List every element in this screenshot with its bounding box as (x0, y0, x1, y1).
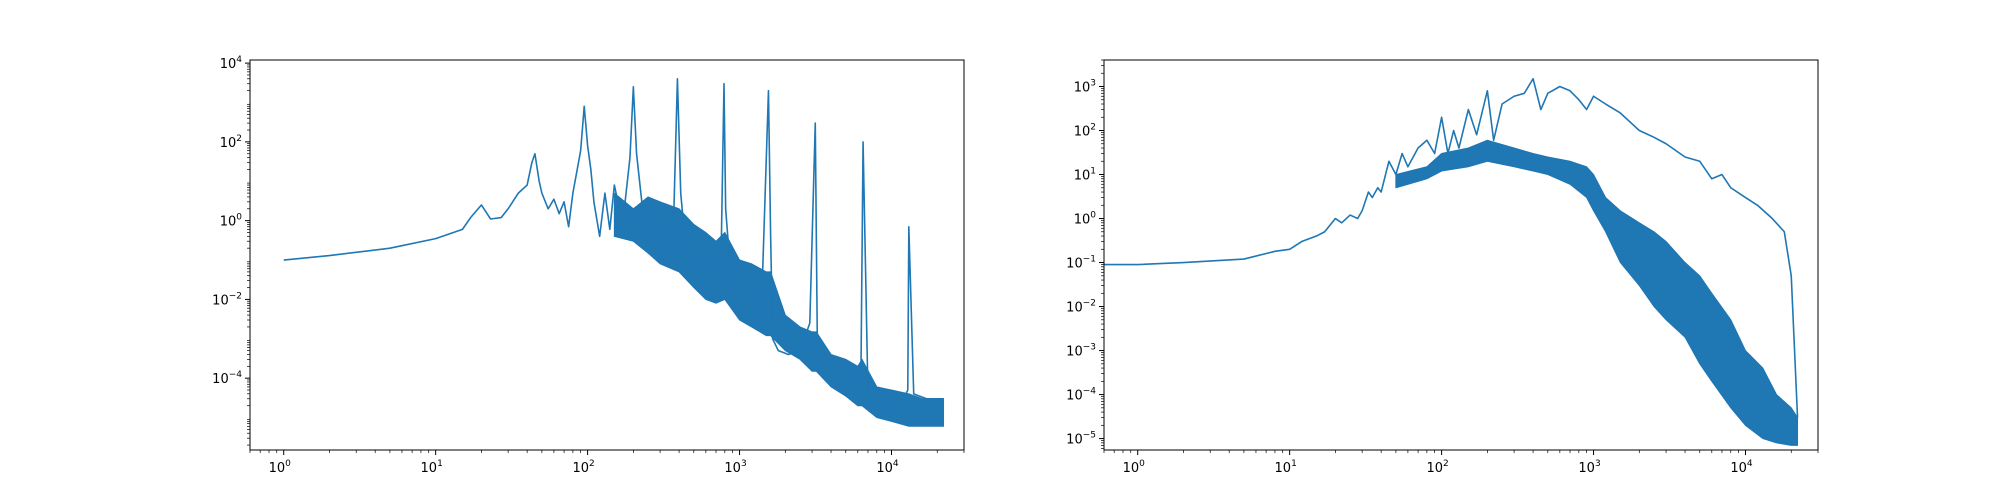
x-tick-exponent: 1 (437, 459, 443, 469)
y-tick-base: 10 (220, 215, 237, 230)
y-tick-label: 10−2 (1066, 299, 1096, 316)
y-tick-label: 10−4 (212, 370, 242, 387)
x-tick-label: 100 (1123, 459, 1146, 476)
y-tick-exponent: −4 (229, 370, 243, 380)
x-tick-label: 104 (1730, 459, 1753, 476)
chart-right: 100 101 102 103 10410310210110010−110−210−31… (1066, 59, 1819, 476)
y-tick-label: 10−3 (1066, 343, 1096, 360)
y-tick-base: 10 (1066, 257, 1083, 272)
x-tick-exponent: 1 (1291, 459, 1297, 469)
y-tick-exponent: 3 (1090, 78, 1096, 88)
x-tick-base: 10 (1578, 461, 1595, 476)
x-tick-base: 10 (1123, 461, 1140, 476)
x-tick-label: 102 (572, 459, 594, 476)
y-tick-base: 10 (1074, 125, 1091, 140)
y-tick-base: 10 (1074, 169, 1091, 184)
y-tick-label: 101 (1074, 167, 1096, 184)
x-tick-exponent: 2 (1443, 459, 1449, 469)
x-tick-exponent: 2 (589, 459, 595, 469)
y-tick-exponent: −2 (1083, 299, 1096, 309)
x-tick-exponent: 4 (1747, 459, 1753, 469)
plot-area (283, 77, 945, 427)
x-tick-base: 10 (1730, 461, 1747, 476)
x-tick-label: 101 (421, 459, 443, 476)
x-tick-base: 10 (572, 461, 589, 476)
y-tick-base: 10 (1074, 80, 1091, 95)
y-tick-label: 102 (220, 134, 242, 151)
series-line (1104, 77, 1799, 418)
y-tick-base: 10 (1066, 301, 1083, 316)
x-tick-label: 103 (724, 459, 746, 476)
y-tick-label: 10−4 (1066, 387, 1096, 404)
y-tick-exponent: 2 (1090, 123, 1096, 133)
x-tick-exponent: 0 (285, 459, 291, 469)
axes-frame (249, 59, 965, 451)
y-tick-label: 104 (220, 55, 243, 72)
x-tick-label: 102 (1426, 459, 1448, 476)
x-tick-label: 103 (1578, 459, 1600, 476)
y-tick-exponent: −1 (1083, 255, 1096, 265)
y-tick-exponent: 4 (236, 55, 242, 65)
y-tick-label: 10−2 (212, 291, 242, 308)
y-tick-exponent: 2 (236, 134, 242, 144)
y-tick-exponent: −4 (1083, 387, 1097, 397)
x-tick-exponent: 3 (1595, 459, 1601, 469)
x-tick-base: 10 (421, 461, 438, 476)
y-tick-base: 10 (212, 293, 229, 308)
y-tick-label: 103 (1074, 78, 1096, 95)
x-tick-label: 100 (269, 459, 292, 476)
y-tick-label: 100 (220, 213, 243, 230)
y-tick-exponent: −3 (1083, 343, 1096, 353)
y-tick-base: 10 (220, 57, 237, 72)
x-tick-exponent: 3 (741, 459, 747, 469)
series-band (1395, 139, 1799, 446)
y-tick-base: 10 (1074, 213, 1091, 228)
y-tick-label: 10−5 (1066, 431, 1096, 448)
x-tick-base: 10 (269, 461, 286, 476)
y-tick-exponent: 0 (1090, 211, 1096, 221)
y-tick-base: 10 (220, 136, 237, 151)
y-tick-base: 10 (1066, 433, 1083, 448)
axes-frame (1103, 59, 1819, 451)
y-tick-label: 102 (1074, 123, 1096, 140)
x-tick-label: 101 (1275, 459, 1297, 476)
y-tick-label: 10−1 (1066, 255, 1096, 272)
x-tick-base: 10 (876, 461, 893, 476)
x-tick-exponent: 4 (893, 459, 899, 469)
y-tick-exponent: −2 (229, 291, 242, 301)
plot-area (1104, 77, 1799, 446)
y-tick-exponent: 0 (236, 213, 242, 223)
y-tick-base: 10 (1066, 345, 1083, 360)
x-tick-base: 10 (724, 461, 741, 476)
y-tick-exponent: −5 (1083, 431, 1096, 441)
series-line (283, 77, 944, 403)
y-tick-base: 10 (212, 372, 229, 387)
y-tick-label: 100 (1074, 211, 1097, 228)
x-tick-label: 104 (876, 459, 899, 476)
x-tick-exponent: 0 (1139, 459, 1145, 469)
x-tick-base: 10 (1275, 461, 1292, 476)
x-tick-base: 10 (1426, 461, 1443, 476)
y-tick-base: 10 (1066, 389, 1083, 404)
y-tick-exponent: 1 (1090, 167, 1096, 177)
